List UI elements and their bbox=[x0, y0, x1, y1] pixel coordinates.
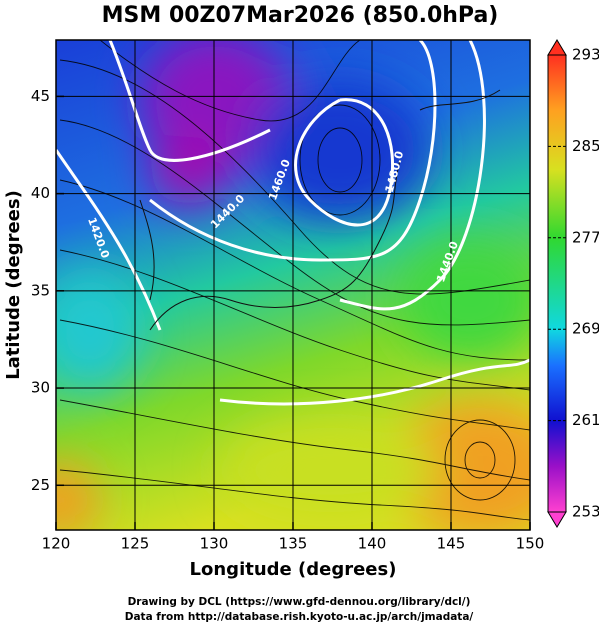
y-tick-label: 40 bbox=[31, 184, 50, 202]
footer-line: Drawing by DCL (https://www.gfd-dennou.o… bbox=[128, 596, 471, 608]
colorbar bbox=[547, 54, 567, 513]
y-axis-label: Latitude (degrees) bbox=[3, 190, 24, 380]
colorbar-tick-label: 293 bbox=[572, 46, 599, 64]
colorbar-tick-label: 277 bbox=[572, 228, 599, 246]
x-tick-label: 135 bbox=[279, 535, 308, 553]
x-tick-label: 130 bbox=[200, 535, 229, 553]
temperature-field bbox=[56, 40, 530, 530]
colorbar-tick-label: 285 bbox=[572, 137, 599, 155]
colorbar-lower-arrow bbox=[547, 511, 567, 528]
y-tick-label: 25 bbox=[31, 476, 50, 494]
x-axis-label: Longitude (degrees) bbox=[190, 559, 397, 580]
x-tick-label: 125 bbox=[121, 535, 150, 553]
x-tick-label: 150 bbox=[516, 535, 545, 553]
y-tick-label: 45 bbox=[31, 87, 50, 105]
y-tick-label: 30 bbox=[31, 379, 50, 397]
title: MSM 00Z07Mar2026 (850.0hPa) bbox=[102, 3, 499, 28]
colorbar-tick-label: 269 bbox=[572, 320, 599, 338]
x-tick-label: 120 bbox=[42, 535, 71, 553]
y-tick-label: 35 bbox=[31, 281, 50, 299]
x-tick-label: 145 bbox=[437, 535, 466, 553]
colorbar-tick-label: 253 bbox=[572, 503, 599, 521]
colorbar-upper-arrow bbox=[547, 39, 567, 56]
colorbar-tick-label: 261 bbox=[572, 411, 599, 429]
x-tick-label: 140 bbox=[358, 535, 387, 553]
footer-line: Data from http://database.rish.kyoto-u.a… bbox=[125, 611, 474, 623]
